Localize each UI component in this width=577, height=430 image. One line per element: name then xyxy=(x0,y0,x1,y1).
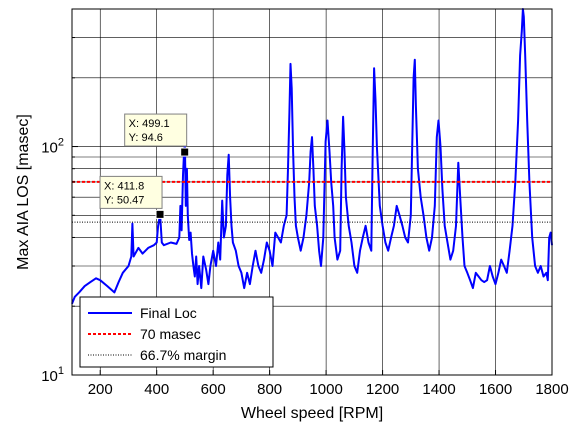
y-axis-label: Max AIA LOS [masec] xyxy=(15,114,32,270)
datatip-x-label: X: 411.8 xyxy=(104,180,144,192)
datatip-y-label: Y: 94.6 xyxy=(129,132,163,144)
legend: Final Loc 70 masec 66.7% margin xyxy=(79,296,274,368)
datatip-y-label: Y: 50.47 xyxy=(104,194,144,206)
x-tick-label: 1600 xyxy=(479,381,512,398)
datatip-marker xyxy=(180,147,190,157)
legend-label-70-masec: 70 masec xyxy=(140,326,201,342)
annotations: X: 499.1 Y: 94.6 X: 411.8 Y: 50.47 xyxy=(99,113,190,219)
y-tick-label: 102 xyxy=(41,137,64,157)
x-tick-label: 400 xyxy=(144,381,169,398)
x-tick-label: 800 xyxy=(257,381,282,398)
x-axis-label: Wheel speed [RPM] xyxy=(241,405,383,422)
x-tick-label: 1200 xyxy=(366,381,399,398)
legend-box xyxy=(79,296,274,368)
plot-frame xyxy=(71,8,553,376)
legend-label-final-loc: Final Loc xyxy=(140,305,197,321)
datatip-marker xyxy=(155,209,165,219)
y-tick-label-exponent: 2 xyxy=(58,137,64,149)
y-tick-label-base: 10 xyxy=(41,368,58,385)
x-tick-label: 200 xyxy=(88,381,113,398)
legend-label-margin: 66.7% margin xyxy=(140,347,226,363)
series-line-0 xyxy=(71,8,553,305)
y-tick-label: 101 xyxy=(41,365,64,385)
x-tick-label: 1400 xyxy=(422,381,455,398)
y-tick-label-base: 10 xyxy=(41,140,58,157)
datatip-box xyxy=(99,175,163,209)
datatip-x-label: X: 499.1 xyxy=(129,118,170,130)
datatip-box xyxy=(124,113,188,147)
y-tick-label-exponent: 1 xyxy=(58,365,64,377)
x-tick-label: 600 xyxy=(201,381,226,398)
x-tick-label: 1800 xyxy=(535,381,568,398)
x-tick-label: 1000 xyxy=(309,381,342,398)
